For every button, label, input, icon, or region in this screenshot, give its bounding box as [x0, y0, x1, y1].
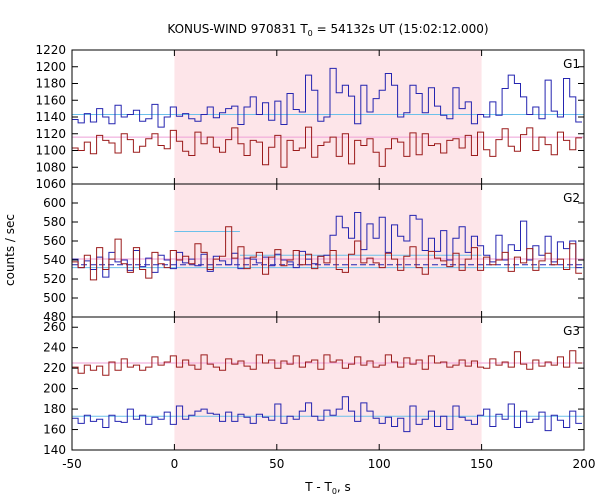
panel-g2: 480 500 520 540 560 580 600 G2: [43, 183, 585, 324]
x-tick-label: 100: [368, 457, 391, 471]
series-blue-line: [72, 396, 582, 433]
y-tick-label: 540: [43, 253, 66, 267]
panels: 1060 1080 1100 1120 1140 1160 1180 1200 1220 G1 48…: [35, 43, 595, 471]
y-tick-label: 260: [43, 320, 66, 334]
y-tick-label: 520: [43, 272, 66, 286]
series-red-line: [72, 226, 582, 281]
chart-title-main: KONUS-WIND 970831 T: [167, 22, 308, 36]
y-tick-label: 1160: [35, 93, 66, 107]
y-tick-label: 180: [43, 402, 66, 416]
series-blue-line: [72, 67, 582, 128]
chart-title: KONUS-WIND 970831 T0 = 54132s UT (15:02:…: [167, 22, 488, 38]
x-tick-label: 200: [573, 457, 596, 471]
highlight-interval: [174, 184, 482, 317]
y-tick-label: 220: [43, 361, 66, 375]
chart-title-subscript: 0: [308, 29, 313, 38]
series-red-line: [72, 350, 582, 376]
x-axis-title: T - T0, s: [304, 480, 351, 496]
y-tick-label: 1140: [35, 110, 66, 124]
y-tick-label: 160: [43, 423, 66, 437]
x-tick-label: 150: [470, 457, 493, 471]
chart-title-rest: = 54132s UT (15:02:12.000): [313, 22, 489, 36]
y-tick-label: 600: [43, 196, 66, 210]
y-tick-label: 140: [43, 443, 66, 457]
y-tick-label: 1100: [35, 144, 66, 158]
panel-label: G3: [563, 324, 580, 338]
panel-label: G1: [563, 57, 580, 71]
y-tick-label: 1220: [35, 43, 66, 57]
y-tick-label: 480: [43, 310, 66, 324]
y-tick-label: 1080: [35, 160, 66, 174]
panel-g3: 140 160 180 200 220 240 260 G3: [43, 316, 585, 457]
x-tick-label: 50: [269, 457, 284, 471]
y-tick-label: 1060: [35, 177, 66, 191]
y-tick-label: 1120: [35, 127, 66, 141]
x-axis-title-subscript: 0: [332, 487, 337, 496]
x-axis-title-main: T - T: [304, 480, 332, 494]
panel-frame: [71, 316, 585, 451]
series-red-line: [72, 126, 582, 168]
x-tick-label: -50: [62, 457, 82, 471]
highlight-interval: [174, 317, 482, 450]
y-tick-label: 200: [43, 382, 66, 396]
panel-label: G2: [563, 191, 580, 205]
x-axis-title-rest: , s: [337, 480, 351, 494]
y-tick-label: 580: [43, 215, 66, 229]
y-tick-label: 560: [43, 234, 66, 248]
y-tick-label: 1200: [35, 60, 66, 74]
y-tick-label: 1180: [35, 77, 66, 91]
y-axis-title: counts / sec: [3, 214, 17, 286]
y-tick-label: 500: [43, 291, 66, 305]
panel-g1: 1060 1080 1100 1120 1140 1160 1180 1200 1220 G1: [35, 43, 585, 191]
x-tick-label: 0: [171, 457, 179, 471]
y-tick-label: 240: [43, 341, 66, 355]
